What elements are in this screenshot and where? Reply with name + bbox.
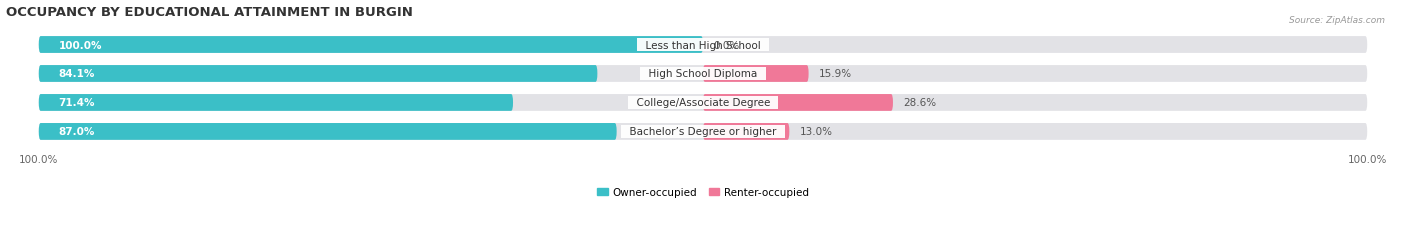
FancyBboxPatch shape — [39, 37, 703, 54]
Text: 87.0%: 87.0% — [59, 127, 96, 137]
Text: Less than High School: Less than High School — [638, 40, 768, 50]
Legend: Owner-occupied, Renter-occupied: Owner-occupied, Renter-occupied — [593, 183, 813, 201]
FancyBboxPatch shape — [39, 124, 617, 140]
FancyBboxPatch shape — [703, 66, 808, 82]
Text: Source: ZipAtlas.com: Source: ZipAtlas.com — [1289, 16, 1385, 25]
FancyBboxPatch shape — [703, 124, 789, 140]
Text: 100.0%: 100.0% — [59, 40, 103, 50]
Text: 13.0%: 13.0% — [800, 127, 832, 137]
Text: 84.1%: 84.1% — [59, 69, 96, 79]
FancyBboxPatch shape — [703, 95, 893, 111]
Text: 28.6%: 28.6% — [903, 98, 936, 108]
FancyBboxPatch shape — [39, 95, 1367, 111]
FancyBboxPatch shape — [39, 124, 1367, 140]
Text: 0.0%: 0.0% — [713, 40, 740, 50]
Text: High School Diploma: High School Diploma — [643, 69, 763, 79]
FancyBboxPatch shape — [39, 95, 513, 111]
FancyBboxPatch shape — [39, 37, 1367, 54]
FancyBboxPatch shape — [39, 66, 1367, 82]
FancyBboxPatch shape — [39, 66, 598, 82]
Text: College/Associate Degree: College/Associate Degree — [630, 98, 776, 108]
Text: OCCUPANCY BY EDUCATIONAL ATTAINMENT IN BURGIN: OCCUPANCY BY EDUCATIONAL ATTAINMENT IN B… — [6, 6, 412, 18]
Text: 15.9%: 15.9% — [818, 69, 852, 79]
Text: 71.4%: 71.4% — [59, 98, 96, 108]
Text: Bachelor’s Degree or higher: Bachelor’s Degree or higher — [623, 127, 783, 137]
